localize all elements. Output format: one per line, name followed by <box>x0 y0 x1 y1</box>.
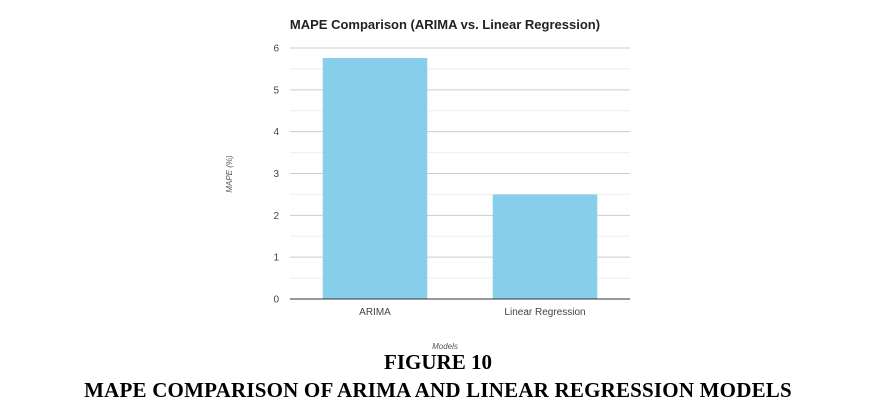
y-tick-labels: 0 1 2 3 4 5 6 <box>273 44 279 306</box>
y-tick-label: 4 <box>273 127 279 138</box>
y-axis-label: MAPE (%) <box>225 155 234 193</box>
x-axis-label: Models <box>432 342 458 350</box>
y-tick-label: 1 <box>273 253 279 264</box>
chart-bars <box>322 58 598 299</box>
y-tick-label: 0 <box>273 295 279 306</box>
figure-number: FIGURE 10 <box>384 350 492 374</box>
figure-caption: MAPE COMPARISON OF ARIMA AND LINEAR REGR… <box>84 378 792 402</box>
mape-bar-chart: MAPE Comparison (ARIMA vs. Linear Regres… <box>225 17 630 350</box>
y-tick-label: 5 <box>273 85 279 96</box>
y-tick-label: 2 <box>273 211 279 222</box>
x-tick-labels: ARIMA Linear Regression <box>359 307 585 318</box>
bar-linear-regression <box>492 194 598 299</box>
x-tick-label: Linear Regression <box>504 307 585 318</box>
x-tick-label: ARIMA <box>359 307 391 318</box>
bar-arima <box>322 58 428 299</box>
chart-title: MAPE Comparison (ARIMA vs. Linear Regres… <box>290 17 600 32</box>
y-tick-label: 3 <box>273 169 279 180</box>
y-tick-label: 6 <box>273 44 279 55</box>
